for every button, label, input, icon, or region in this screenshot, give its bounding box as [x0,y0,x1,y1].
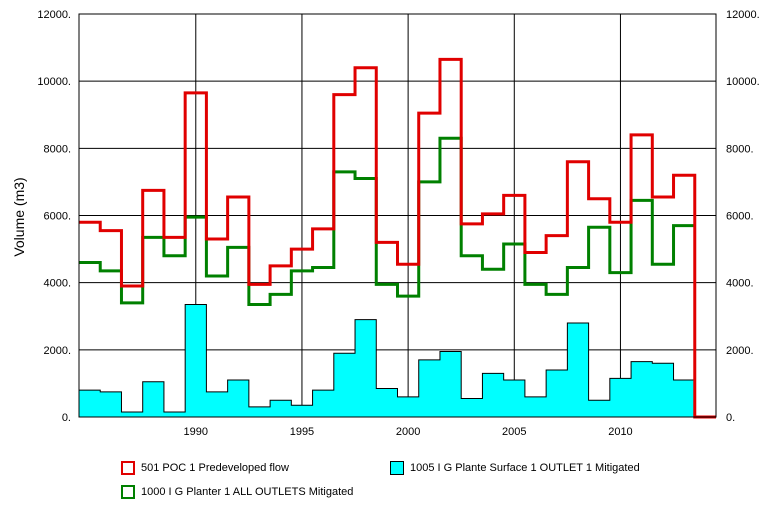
x-axis: 1990 1995 2000 2005 2010 [184,426,633,438]
y-tick-left-12000: 12000. [37,9,71,21]
y-tick-right-0: 0. [726,412,735,424]
legend-item-surface-outlet: 1005 I G Plante Surface 1 OUTLET 1 Mitig… [390,458,640,478]
series-line-all-outlets [79,136,695,306]
series-lines-group [79,57,716,419]
legend-item-all-outlets: 1000 I G Planter 1 ALL OUTLETS Mitigated [121,482,353,502]
y-tick-right-4000: 4000. [726,278,754,290]
legend-swatch-predeveloped [121,461,135,475]
x-tick-2005: 2005 [502,426,526,438]
legend-label-predeveloped: 501 POC 1 Predeveloped flow [141,462,289,474]
legend-label-surface-outlet: 1005 I G Plante Surface 1 OUTLET 1 Mitig… [410,462,640,474]
series-area-group [78,303,696,418]
plot-frame [78,13,717,418]
y-tick-right-6000: 6000. [726,211,754,223]
x-tick-2000: 2000 [396,426,420,438]
grid-lines [79,14,716,417]
x-tick-1990: 1990 [184,426,208,438]
series-area-surface-outlet [78,303,696,418]
y-tick-left-8000: 8000. [43,143,71,155]
y-tick-right-8000: 8000. [726,143,754,155]
legend-label-all-outlets: 1000 I G Planter 1 ALL OUTLETS Mitigated [141,486,354,498]
legend-swatch-surface-outlet [390,461,404,475]
y-tick-left-4000: 4000. [43,278,71,290]
y-tick-right-2000: 2000. [726,345,754,357]
y-axis-left: 12000. 10000. 8000. 6000. 4000. 2000. 0. [37,9,71,424]
y-tick-left-2000: 2000. [43,345,71,357]
y-tick-right-10000: 10000. [726,76,760,88]
y-tick-right-12000: 12000. [726,9,760,21]
y-tick-left-6000: 6000. [43,211,71,223]
y-axis-right: 12000. 10000. 8000. 6000. 4000. 2000. 0. [726,9,760,424]
x-tick-2010: 2010 [608,426,632,438]
y-axis-label: Volume (m3) [11,177,27,256]
y-tick-left-10000: 10000. [37,76,71,88]
legend-item-predeveloped: 501 POC 1 Predeveloped flow [121,458,289,478]
legend-swatch-all-outlets [121,485,135,499]
series-line-predeveloped [79,57,716,419]
y-tick-left-0: 0. [62,412,71,424]
x-tick-1995: 1995 [290,426,314,438]
